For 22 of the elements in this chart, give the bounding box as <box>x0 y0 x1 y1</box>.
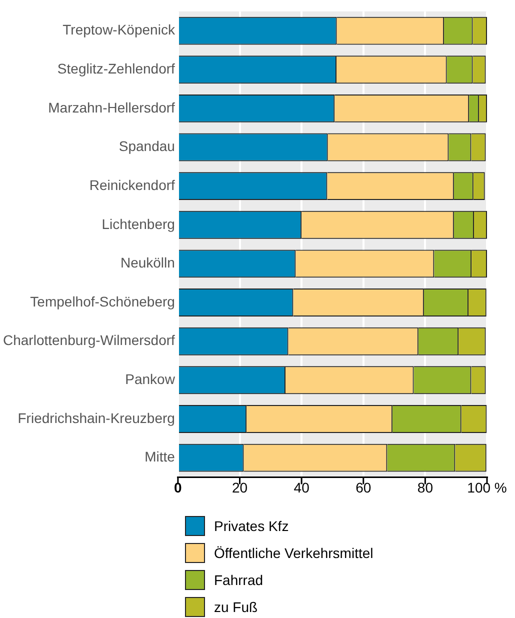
x-tick-label: 100 % <box>467 479 507 496</box>
y-tick-label: Pankow <box>125 371 176 388</box>
legend-label: Fahrrad <box>214 570 264 588</box>
x-tick-label: 40 <box>294 479 310 496</box>
y-tick-label: Spandau <box>118 138 175 154</box>
x-tick-label: 20 <box>232 479 248 496</box>
y-tick-label: Tempelhof-Schöneberg <box>30 293 175 310</box>
x-tick-label: 60 <box>356 479 372 496</box>
y-tick-label: Steglitz-Zehlendorf <box>57 60 176 76</box>
legend-label: Öffentliche Verkehrsmittel <box>214 544 374 562</box>
x-tick-label: 80 <box>417 479 434 496</box>
y-tick-label: Friedrichshain-Kreuzberg <box>18 410 175 426</box>
legend-label: Privates Kfz <box>214 516 289 534</box>
y-tick-label: Mitte <box>144 448 176 465</box>
y-tick-label: Neukölln <box>120 254 175 271</box>
y-tick-label: Charlottenburg-Wilmersdorf <box>2 332 176 348</box>
legend-label: zu Fuß <box>214 598 258 616</box>
x-tick-label: 0 <box>174 479 182 496</box>
y-tick-label: Reinickendorf <box>89 176 176 193</box>
y-tick-label: Marzahn-Hellersdorf <box>48 99 176 116</box>
y-tick-label: Treptow-Köpenick <box>62 22 176 38</box>
y-tick-label: Lichtenberg <box>102 216 175 232</box>
